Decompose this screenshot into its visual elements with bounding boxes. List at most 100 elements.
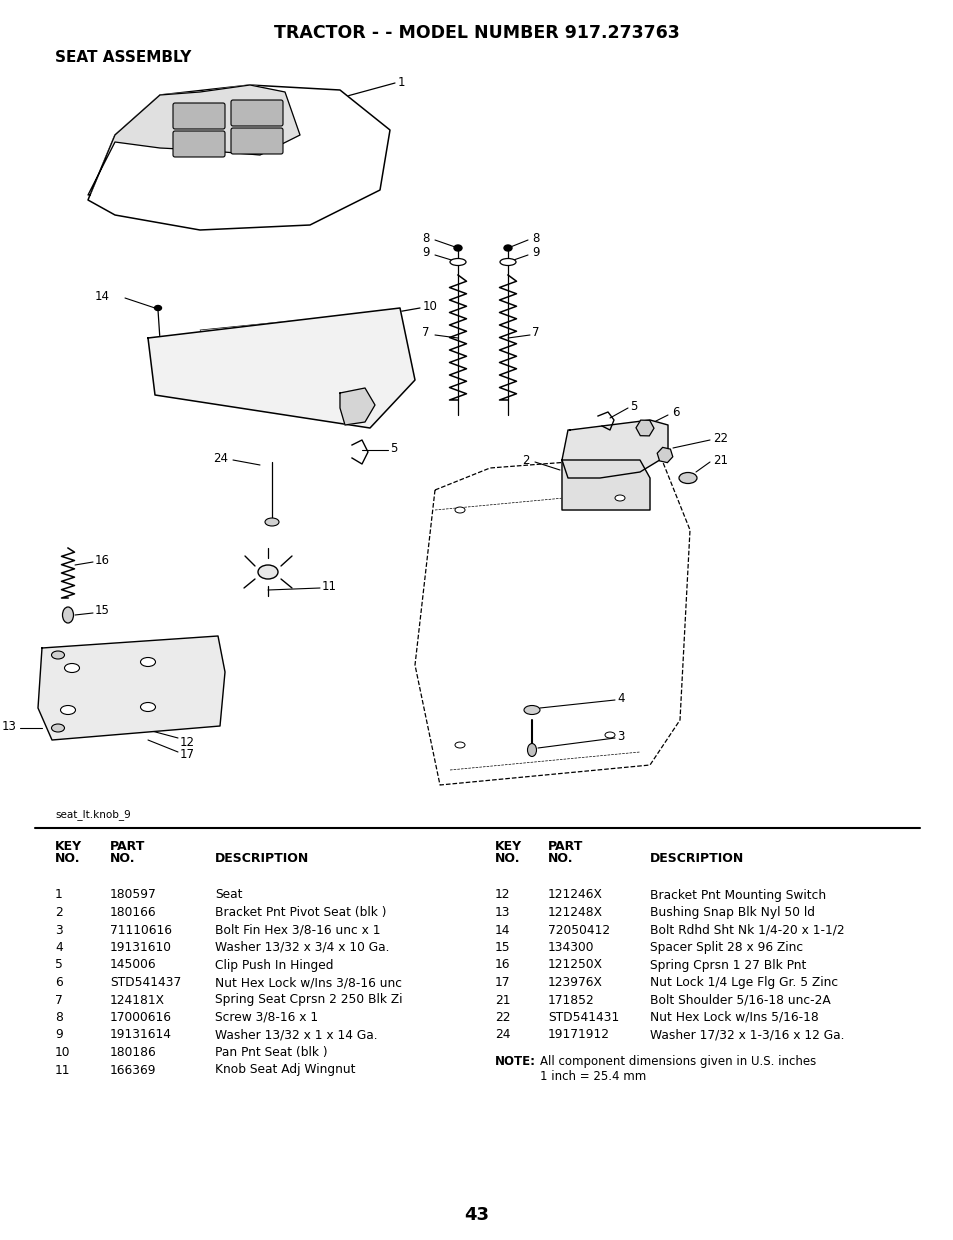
Text: 1 inch = 25.4 mm: 1 inch = 25.4 mm	[539, 1070, 645, 1083]
Text: 21: 21	[712, 454, 727, 466]
Text: STD541431: STD541431	[547, 1011, 618, 1024]
Ellipse shape	[499, 258, 516, 265]
Text: Spacer Split 28 x 96 Zinc: Spacer Split 28 x 96 Zinc	[649, 941, 802, 954]
Ellipse shape	[527, 744, 536, 756]
Text: 15: 15	[495, 941, 510, 954]
Text: 9: 9	[422, 247, 430, 259]
Text: 180597: 180597	[110, 889, 156, 901]
Text: 10: 10	[55, 1047, 71, 1059]
Ellipse shape	[257, 565, 277, 579]
Text: 17000616: 17000616	[110, 1011, 172, 1024]
Text: Screw 3/8-16 x 1: Screw 3/8-16 x 1	[214, 1011, 317, 1024]
Text: PART: PART	[547, 839, 583, 853]
Ellipse shape	[503, 246, 512, 250]
Text: Bracket Pnt Pivot Seat (blk ): Bracket Pnt Pivot Seat (blk )	[214, 906, 386, 919]
Text: Knob Seat Adj Wingnut: Knob Seat Adj Wingnut	[214, 1064, 355, 1076]
Text: 121246X: 121246X	[547, 889, 602, 901]
Text: Spring Cprsn 1 27 Blk Pnt: Spring Cprsn 1 27 Blk Pnt	[649, 959, 805, 971]
Text: 3: 3	[55, 924, 63, 936]
Text: DESCRIPTION: DESCRIPTION	[649, 852, 743, 864]
Text: Nut Lock 1/4 Lge Flg Gr. 5 Zinc: Nut Lock 1/4 Lge Flg Gr. 5 Zinc	[649, 976, 838, 990]
Text: 16: 16	[95, 553, 110, 567]
Text: Bracket Pnt Mounting Switch: Bracket Pnt Mounting Switch	[649, 889, 825, 901]
Ellipse shape	[51, 724, 65, 732]
Text: Nut Hex Lock w/Ins 5/16-18: Nut Hex Lock w/Ins 5/16-18	[649, 1011, 818, 1024]
Polygon shape	[38, 636, 225, 740]
Text: 8: 8	[55, 1011, 63, 1024]
Ellipse shape	[60, 706, 75, 714]
Text: 4: 4	[55, 941, 63, 954]
Text: 121250X: 121250X	[547, 959, 602, 971]
Text: 2: 2	[55, 906, 63, 919]
Text: STD541437: STD541437	[110, 976, 181, 990]
Text: 22: 22	[712, 432, 727, 444]
Text: 8: 8	[532, 232, 538, 244]
Text: 17: 17	[495, 976, 510, 990]
Text: KEY: KEY	[55, 839, 82, 853]
Text: 6: 6	[671, 407, 679, 419]
Text: 22: 22	[495, 1011, 510, 1024]
Text: 16: 16	[495, 959, 510, 971]
FancyBboxPatch shape	[172, 103, 225, 129]
Text: KEY: KEY	[495, 839, 521, 853]
Polygon shape	[339, 388, 375, 425]
Text: NO.: NO.	[547, 852, 573, 864]
Text: Clip Push In Hinged: Clip Push In Hinged	[214, 959, 334, 971]
Text: 19171912: 19171912	[547, 1028, 609, 1042]
Text: 6: 6	[55, 976, 63, 990]
Text: Bushing Snap Blk Nyl 50 ld: Bushing Snap Blk Nyl 50 ld	[649, 906, 814, 919]
Ellipse shape	[615, 495, 624, 501]
Ellipse shape	[455, 507, 464, 513]
Ellipse shape	[140, 703, 155, 712]
Text: 171852: 171852	[547, 993, 594, 1007]
Text: 124181X: 124181X	[110, 993, 165, 1007]
Text: NO.: NO.	[55, 852, 80, 864]
Polygon shape	[88, 86, 390, 229]
Text: PART: PART	[110, 839, 145, 853]
Polygon shape	[561, 420, 667, 477]
Text: 14: 14	[495, 924, 510, 936]
Text: 5: 5	[629, 399, 637, 413]
Ellipse shape	[604, 732, 615, 738]
Ellipse shape	[154, 305, 161, 310]
Text: Bolt Fin Hex 3/8-16 unc x 1: Bolt Fin Hex 3/8-16 unc x 1	[214, 924, 380, 936]
Text: Washer 13/32 x 3/4 x 10 Ga.: Washer 13/32 x 3/4 x 10 Ga.	[214, 941, 389, 954]
Text: 17: 17	[180, 749, 194, 761]
Text: 166369: 166369	[110, 1064, 156, 1076]
Text: Nut Hex Lock w/Ins 3/8-16 unc: Nut Hex Lock w/Ins 3/8-16 unc	[214, 976, 401, 990]
Text: 24: 24	[495, 1028, 510, 1042]
Text: 21: 21	[495, 993, 510, 1007]
Polygon shape	[561, 460, 649, 510]
Text: 24: 24	[213, 451, 228, 465]
Text: 72050412: 72050412	[547, 924, 610, 936]
Text: 121248X: 121248X	[547, 906, 602, 919]
Polygon shape	[148, 308, 415, 428]
Text: 134300: 134300	[547, 941, 594, 954]
Ellipse shape	[455, 742, 464, 748]
Text: 5: 5	[390, 441, 397, 455]
Text: 9: 9	[55, 1028, 63, 1042]
Text: 123976X: 123976X	[547, 976, 602, 990]
Text: 7: 7	[532, 326, 539, 340]
Ellipse shape	[265, 518, 278, 526]
FancyBboxPatch shape	[231, 128, 283, 154]
Text: 7: 7	[55, 993, 63, 1007]
Text: 12: 12	[495, 889, 510, 901]
Text: 2: 2	[522, 454, 530, 466]
Text: NO.: NO.	[110, 852, 135, 864]
Text: 7: 7	[422, 326, 430, 340]
Text: 5: 5	[55, 959, 63, 971]
Text: Washer 13/32 x 1 x 14 Ga.: Washer 13/32 x 1 x 14 Ga.	[214, 1028, 377, 1042]
Text: Seat: Seat	[214, 889, 242, 901]
Text: TRACTOR - - MODEL NUMBER 917.273763: TRACTOR - - MODEL NUMBER 917.273763	[274, 24, 679, 42]
FancyBboxPatch shape	[231, 100, 283, 126]
Text: NOTE:: NOTE:	[495, 1055, 536, 1068]
Text: 15: 15	[95, 605, 110, 618]
Text: DESCRIPTION: DESCRIPTION	[214, 852, 309, 864]
Text: Bolt Shoulder 5/16-18 unc-2A: Bolt Shoulder 5/16-18 unc-2A	[649, 993, 830, 1007]
Text: 3: 3	[617, 729, 623, 743]
Text: 11: 11	[322, 579, 336, 593]
Text: 13: 13	[495, 906, 510, 919]
Text: 9: 9	[532, 247, 539, 259]
Text: 145006: 145006	[110, 959, 156, 971]
